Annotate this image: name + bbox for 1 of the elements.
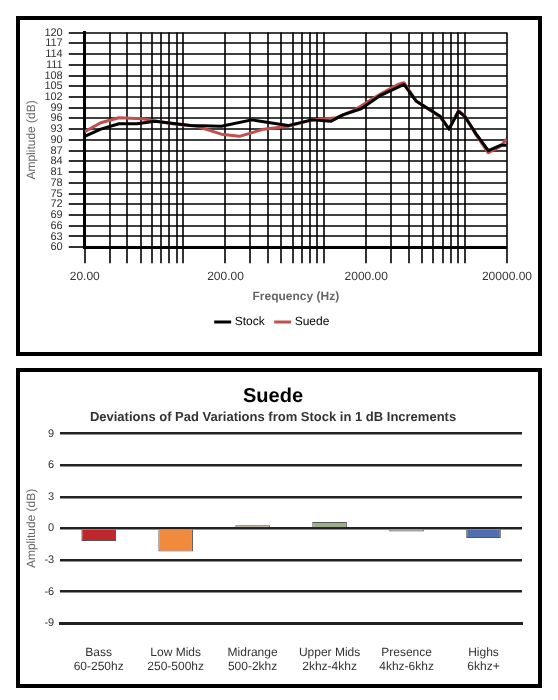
chart-title: Suede xyxy=(242,385,304,408)
